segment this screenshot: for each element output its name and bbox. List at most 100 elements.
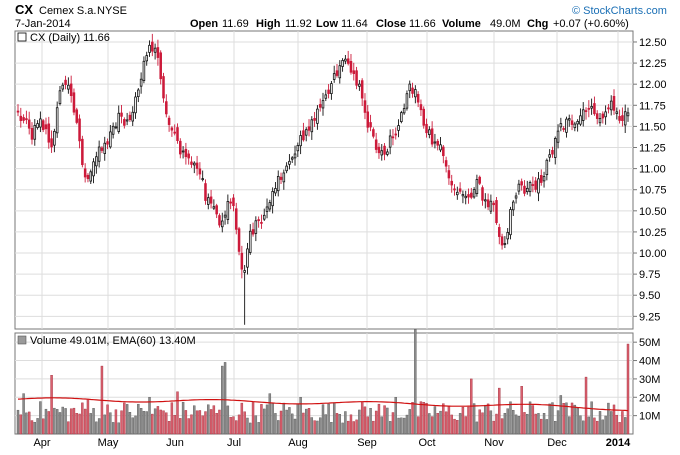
price-candle <box>374 132 378 154</box>
price-y-tick-label: 12.00 <box>639 79 667 91</box>
volume-bar <box>461 406 465 435</box>
price-y-tick-label: 12.50 <box>639 37 667 49</box>
volume-bar <box>162 410 165 435</box>
volume-bar <box>481 412 484 435</box>
company-name: Cemex S.a. <box>39 5 96 17</box>
volume-x-tick-label: Oct <box>418 437 435 449</box>
volume-bar <box>512 410 515 435</box>
volume-bar <box>61 406 64 435</box>
volume-bar <box>125 404 129 435</box>
price-candle <box>525 180 529 195</box>
volume-bar <box>316 420 319 435</box>
volume-bar <box>568 416 571 435</box>
price-candle <box>89 169 93 184</box>
volume-bar <box>95 421 98 435</box>
price-candle <box>131 106 134 127</box>
price-candle <box>553 136 557 165</box>
price-candle <box>450 174 453 193</box>
volume-bar <box>601 419 605 435</box>
price-candle <box>25 110 28 125</box>
price-candle <box>234 202 238 235</box>
price-candle <box>260 214 263 229</box>
volume-bar <box>137 403 140 435</box>
volume-bar <box>484 404 487 435</box>
volume-bar <box>167 421 171 435</box>
volume-bar <box>109 412 112 435</box>
price-candle <box>251 222 255 237</box>
price-candle <box>444 156 448 173</box>
price-y-tick-label: 10.75 <box>639 185 667 197</box>
volume-bar <box>254 415 258 435</box>
volume-bar <box>75 413 78 435</box>
volume-bar <box>265 404 269 435</box>
volume-bar <box>374 410 378 435</box>
volume-bar <box>179 418 182 435</box>
volume-x-tick-label: 2014 <box>606 437 631 449</box>
volume-bar <box>193 405 196 435</box>
price-candle <box>22 114 25 124</box>
volume-bar <box>486 403 490 435</box>
price-candle <box>265 198 269 219</box>
volume-bar <box>623 417 627 435</box>
price-candle <box>492 200 495 212</box>
price-candle <box>285 162 288 174</box>
price-candle <box>461 190 465 204</box>
volume-y-tick-label: 20M <box>639 392 660 404</box>
chart-date: 7-Jan-2014 <box>15 18 71 30</box>
volume-bar <box>400 417 403 435</box>
volume-bar <box>243 411 246 435</box>
volume-x-tick-label: Jun <box>166 437 184 449</box>
price-candle <box>587 100 591 118</box>
price-candle <box>313 111 316 127</box>
price-y-tick-label: 9.50 <box>639 290 660 302</box>
price-candle <box>237 226 241 256</box>
price-candle <box>128 111 132 122</box>
price-candle <box>369 114 372 132</box>
volume-bar <box>195 410 199 435</box>
volume-bar <box>366 416 369 435</box>
price-candle <box>528 180 532 197</box>
price-candle <box>548 149 551 162</box>
volume-bar <box>478 409 481 435</box>
volume-bar <box>464 416 467 435</box>
price-candle <box>442 144 445 164</box>
price-candle <box>156 39 160 66</box>
volume-bar <box>209 409 213 435</box>
brand-logo: © StockCharts.com <box>572 5 667 17</box>
price-candle <box>243 265 246 325</box>
volume-x-tick-label: Sep <box>357 437 377 449</box>
price-candle <box>232 194 235 212</box>
volume-bar <box>229 417 232 435</box>
volume-bar <box>153 408 157 435</box>
volume-bar <box>58 412 62 435</box>
price-candle <box>293 145 297 166</box>
price-candle <box>414 85 417 104</box>
volume-bar <box>582 420 585 435</box>
volume-bar <box>16 409 20 435</box>
price-candle <box>475 174 479 197</box>
price-candle <box>402 103 406 115</box>
volume-bar <box>86 398 90 435</box>
price-candle <box>506 228 509 245</box>
price-candle <box>567 114 571 127</box>
price-candle <box>198 162 202 180</box>
volume-bar <box>173 415 176 435</box>
price-candle <box>573 121 577 132</box>
price-candle <box>151 33 154 57</box>
price-candle <box>576 119 579 132</box>
price-candle <box>50 130 53 153</box>
price-candle <box>103 136 107 161</box>
price-candle <box>565 116 568 138</box>
price-candle <box>137 88 140 103</box>
volume-bar <box>332 402 336 435</box>
volume-bar <box>92 408 95 435</box>
volume-bar <box>397 417 400 435</box>
price-candle <box>58 85 62 106</box>
price-candle <box>621 107 624 127</box>
volume-bar <box>414 329 417 435</box>
price-candle <box>539 169 543 186</box>
price-candle <box>366 105 370 133</box>
price-y-tick-label: 11.75 <box>639 100 666 112</box>
volume-bar <box>274 413 277 435</box>
volume-bar <box>41 418 45 435</box>
